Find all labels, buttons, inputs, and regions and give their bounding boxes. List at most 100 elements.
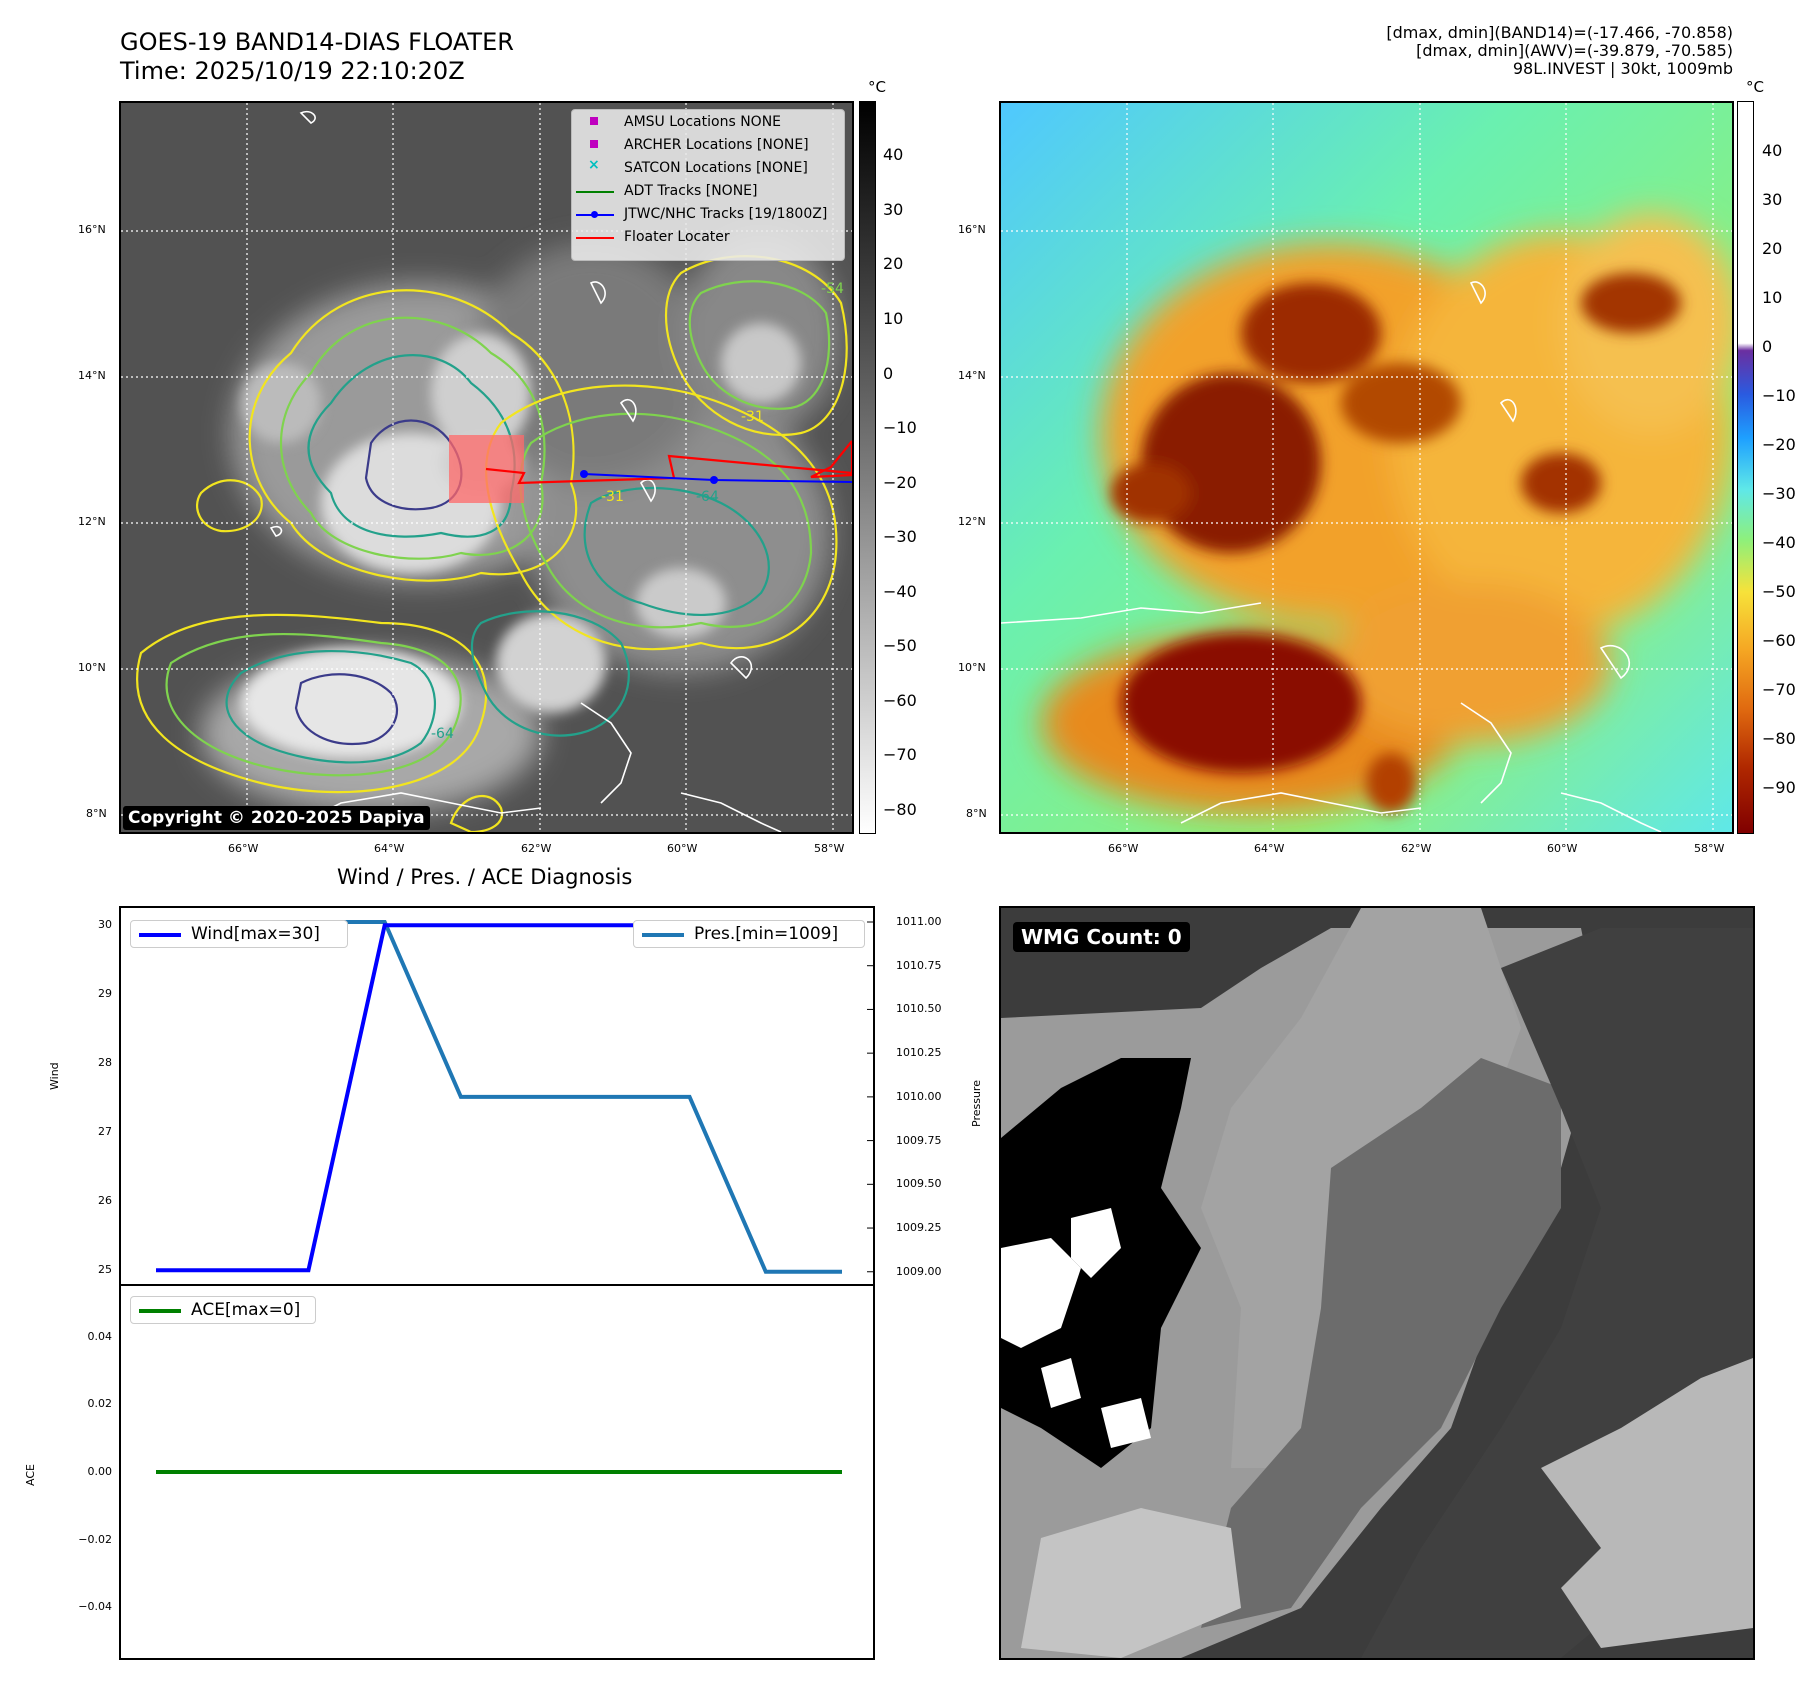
legend-jtwc: JTWC/NHC Tracks [19/1800Z] xyxy=(572,206,842,224)
left-cb-tick-10: 10 xyxy=(883,309,904,328)
pressure-legend: Pres.[min=1009] xyxy=(633,920,865,948)
left-cb-tick-m20: −20 xyxy=(883,473,917,492)
ace-tick-label-2: 0.00 xyxy=(87,1465,113,1478)
contour-yellow-5 xyxy=(195,479,263,533)
wmg-region-white-1 xyxy=(1001,1238,1081,1348)
pressure-legend-line-icon xyxy=(642,933,684,937)
wmg-region-white-2 xyxy=(1071,1208,1121,1278)
legend-floater: Floater Locater xyxy=(572,229,842,247)
legend-adt: ADT Tracks [NONE] xyxy=(572,183,842,201)
island-5 xyxy=(269,525,283,537)
wind-axis-label: Wind xyxy=(48,1062,61,1090)
contour-green-4 xyxy=(688,280,831,410)
left-cb-tick-40: 40 xyxy=(883,145,904,164)
right-cb-tick-30: 30 xyxy=(1762,190,1783,209)
right-cb-tick-m70: −70 xyxy=(1762,680,1796,699)
contour-label-4: -31 xyxy=(601,489,624,505)
right-cb-tick-10: 10 xyxy=(1762,288,1783,307)
legend-amsu-label: AMSU Locations NONE xyxy=(624,114,782,130)
pressure-tick-label-7: 1009.25 xyxy=(896,1221,942,1235)
wmg-region-pale-left xyxy=(1021,1508,1241,1658)
contour-label-5: -64 xyxy=(431,726,454,742)
awv-coastline-1 xyxy=(1001,602,1262,624)
left-cb-tick-m30: −30 xyxy=(883,527,917,546)
right-cb-tick-0: 0 xyxy=(1762,337,1773,356)
right-cb-tick-m50: −50 xyxy=(1762,582,1796,601)
left-cb-tick-m50: −50 xyxy=(883,636,917,655)
right-lon-66: 66°W xyxy=(1108,842,1139,855)
contour-teal-4 xyxy=(470,610,630,737)
ace-tick-label-1: 0.02 xyxy=(87,1397,113,1411)
title-line-2: Time: 2025/10/19 22:10:20Z xyxy=(120,57,465,85)
jtwc-track-point-2 xyxy=(710,476,718,484)
left-cb-tick-m60: −60 xyxy=(883,691,917,710)
contour-green-3 xyxy=(519,412,813,629)
ace-chart: ACE[max=0] xyxy=(119,1284,875,1660)
metadata-text: [dmax, dmin](BAND14)=(-17.466, -70.858) … xyxy=(1386,24,1733,78)
awv-map-svg xyxy=(1001,103,1732,832)
ace-legend-line-icon xyxy=(139,1309,181,1313)
right-cb-tick-m10: −10 xyxy=(1762,386,1796,405)
right-cb-tick-m60: −60 xyxy=(1762,631,1796,650)
contour-teal-3 xyxy=(583,486,770,616)
pressure-tick-label-6: 1009.50 xyxy=(896,1177,942,1191)
left-lat-10: 10°N xyxy=(78,661,106,674)
awv-coastline-4 xyxy=(1560,792,1662,832)
satcon-x-icon: × xyxy=(588,157,600,173)
contour-label-3: -64 xyxy=(696,489,719,505)
awv-island-2 xyxy=(1499,398,1517,423)
wmg-region-grey xyxy=(1201,1058,1561,1628)
awv-dry-slots xyxy=(1111,273,1681,813)
left-lat-14: 14°N xyxy=(78,369,106,382)
awv-coastlines xyxy=(1001,281,1662,832)
legend-satcon-label: SATCON Locations [NONE] xyxy=(624,160,808,176)
pressure-axis-label: Pressure xyxy=(970,1080,983,1127)
island-2 xyxy=(619,398,637,423)
right-lat-10: 10°N xyxy=(958,661,986,674)
wind-tick-label-4: 26 xyxy=(98,1194,112,1208)
contour-green-1 xyxy=(279,316,546,560)
left-cb-tick-m70: −70 xyxy=(883,745,917,764)
right-lat-14: 14°N xyxy=(958,369,986,382)
wmg-region-pale-right xyxy=(1541,1358,1753,1648)
ace-tick-label-3: −0.02 xyxy=(78,1532,112,1546)
contour-teal-2 xyxy=(225,650,437,764)
amsu-marker-icon xyxy=(590,117,598,125)
left-lat-12: 12°N xyxy=(78,515,106,528)
wmg-count-badge: WMG Count: 0 xyxy=(1013,922,1190,952)
left-cb-tick-m10: −10 xyxy=(883,418,917,437)
left-lat-8: 8°N xyxy=(86,807,107,820)
island-4 xyxy=(729,656,753,680)
legend-jtwc-label: JTWC/NHC Tracks [19/1800Z] xyxy=(624,206,828,222)
legend-archer: ARCHER Locations [NONE] xyxy=(572,137,842,155)
ace-legend: ACE[max=0] xyxy=(130,1296,316,1324)
awv-island-3 xyxy=(1599,645,1630,680)
contour-green-2 xyxy=(165,632,462,777)
right-cb-tick-m90: −90 xyxy=(1762,778,1796,797)
island-3 xyxy=(640,478,656,503)
contour-yellow-2 xyxy=(136,613,488,794)
right-cb-tick-40: 40 xyxy=(1762,141,1783,160)
pressure-tick-label-4: 1010.00 xyxy=(896,1089,942,1103)
awv-island-1 xyxy=(1469,281,1486,305)
awv-coastline-2 xyxy=(1180,792,1422,824)
right-cb-tick-m40: −40 xyxy=(1762,533,1796,552)
left-lon-58: 58°W xyxy=(814,842,845,855)
pressure-tick-label-3: 1010.25 xyxy=(896,1046,942,1060)
jtwc-track-point-1 xyxy=(580,470,588,478)
right-lon-64: 64°W xyxy=(1254,842,1285,855)
ace-tick-label-4: −0.04 xyxy=(78,1600,112,1614)
temperature-contours xyxy=(136,255,848,832)
right-lon-60: 60°W xyxy=(1547,842,1578,855)
wind-legend-line-icon xyxy=(139,933,181,937)
ace-tick-label-0: 0.04 xyxy=(87,1329,113,1343)
coastline-trinidad xyxy=(580,702,632,804)
wind-legend-label: Wind[max=30] xyxy=(191,924,320,944)
left-lon-60: 60°W xyxy=(667,842,698,855)
right-cb-tick-20: 20 xyxy=(1762,239,1783,258)
legend-amsu: AMSU Locations NONE xyxy=(572,114,842,132)
wmg-region-white-4 xyxy=(1041,1358,1081,1408)
left-lat-16: 16°N xyxy=(78,223,106,236)
wind-tick-label-5: 25 xyxy=(98,1263,112,1277)
floater-line-icon xyxy=(576,237,614,239)
